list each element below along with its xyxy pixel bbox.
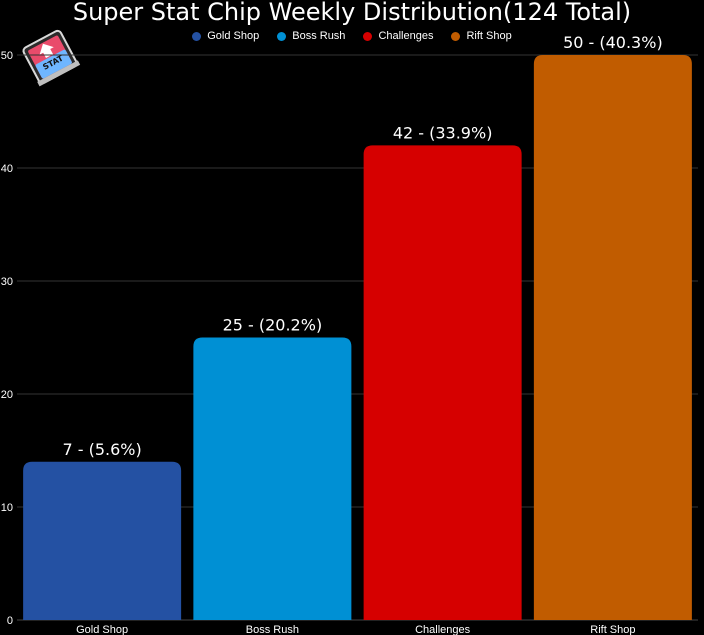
legend-label: Boss Rush bbox=[292, 30, 346, 42]
chart-title: Super Stat Chip Weekly Distribution(124 … bbox=[72, 0, 632, 26]
legend-swatch bbox=[363, 31, 373, 41]
legend-item-boss-rush[interactable]: Boss Rush bbox=[277, 29, 345, 43]
x-tick-label: Challenges bbox=[415, 624, 471, 635]
y-tick-label: 10 bbox=[1, 502, 13, 514]
x-tick-label: Gold Shop bbox=[76, 624, 128, 635]
data-label: 7 - (5.6%) bbox=[62, 440, 141, 459]
bar bbox=[193, 337, 352, 620]
legend-item-rift-shop[interactable]: Rift Shop bbox=[451, 29, 512, 43]
data-label: 42 - (33.9%) bbox=[393, 123, 493, 142]
y-tick-label: 0 bbox=[7, 615, 13, 627]
x-tick-label: Boss Rush bbox=[246, 624, 299, 635]
data-label: 50 - (40.3%) bbox=[563, 33, 663, 52]
y-tick-label: 20 bbox=[1, 389, 13, 401]
y-tick-label: 50 bbox=[1, 50, 13, 62]
legend-label: Rift Shop bbox=[466, 30, 512, 42]
bar bbox=[23, 461, 182, 620]
bar bbox=[533, 55, 692, 620]
y-tick-label: 30 bbox=[1, 276, 13, 288]
legend-label: Gold Shop bbox=[207, 30, 260, 42]
legend-swatch bbox=[451, 31, 461, 41]
stat-chip-icon: STAT bbox=[22, 29, 81, 87]
bar bbox=[363, 145, 522, 620]
legend-swatch bbox=[192, 31, 202, 41]
data-label: 25 - (20.2%) bbox=[223, 316, 323, 335]
y-tick-label: 40 bbox=[1, 163, 13, 175]
legend-label: Challenges bbox=[378, 30, 434, 42]
legend-item-gold-shop[interactable]: Gold Shop bbox=[192, 29, 259, 43]
legend-swatch bbox=[277, 31, 287, 41]
legend-item-challenges[interactable]: Challenges bbox=[363, 29, 433, 43]
chart-legend: Gold Shop Boss Rush Challenges Rift Shop bbox=[0, 29, 704, 43]
x-tick-label: Rift Shop bbox=[590, 624, 635, 635]
